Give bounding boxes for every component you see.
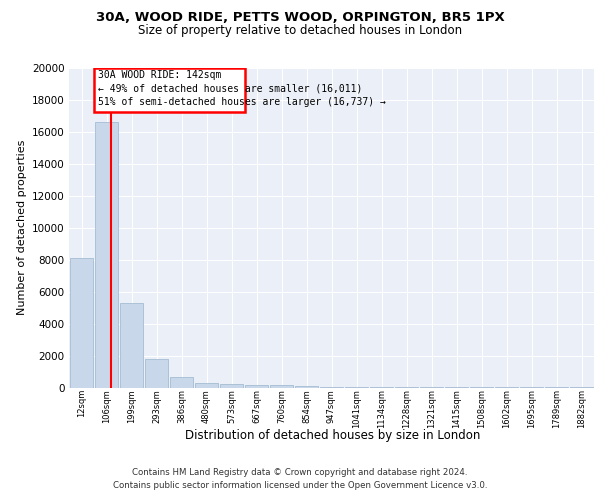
Bar [320, 386, 343, 388]
Y-axis label: Number of detached properties: Number of detached properties [17, 140, 26, 315]
Text: Contains public sector information licensed under the Open Government Licence v3: Contains public sector information licen… [113, 480, 487, 490]
Bar [70, 258, 93, 388]
Text: 30A, WOOD RIDE, PETTS WOOD, ORPINGTON, BR5 1PX: 30A, WOOD RIDE, PETTS WOOD, ORPINGTON, B… [95, 11, 505, 24]
Bar [220, 384, 243, 388]
Bar [94, 68, 245, 112]
Bar [95, 122, 118, 388]
Bar [270, 385, 293, 388]
Bar [170, 377, 193, 388]
Bar [370, 387, 393, 388]
Bar [345, 386, 368, 388]
Text: ← 49% of detached houses are smaller (16,011): ← 49% of detached houses are smaller (16… [98, 84, 362, 94]
Text: Size of property relative to detached houses in London: Size of property relative to detached ho… [138, 24, 462, 37]
Text: 30A WOOD RIDE: 142sqm: 30A WOOD RIDE: 142sqm [98, 70, 221, 80]
Text: Contains HM Land Registry data © Crown copyright and database right 2024.: Contains HM Land Registry data © Crown c… [132, 468, 468, 477]
Text: 51% of semi-detached houses are larger (16,737) →: 51% of semi-detached houses are larger (… [98, 97, 386, 107]
Text: Distribution of detached houses by size in London: Distribution of detached houses by size … [185, 430, 481, 442]
Bar [120, 302, 143, 388]
Bar [195, 382, 218, 388]
Bar [295, 386, 318, 388]
Bar [145, 358, 168, 388]
Bar [245, 385, 268, 388]
